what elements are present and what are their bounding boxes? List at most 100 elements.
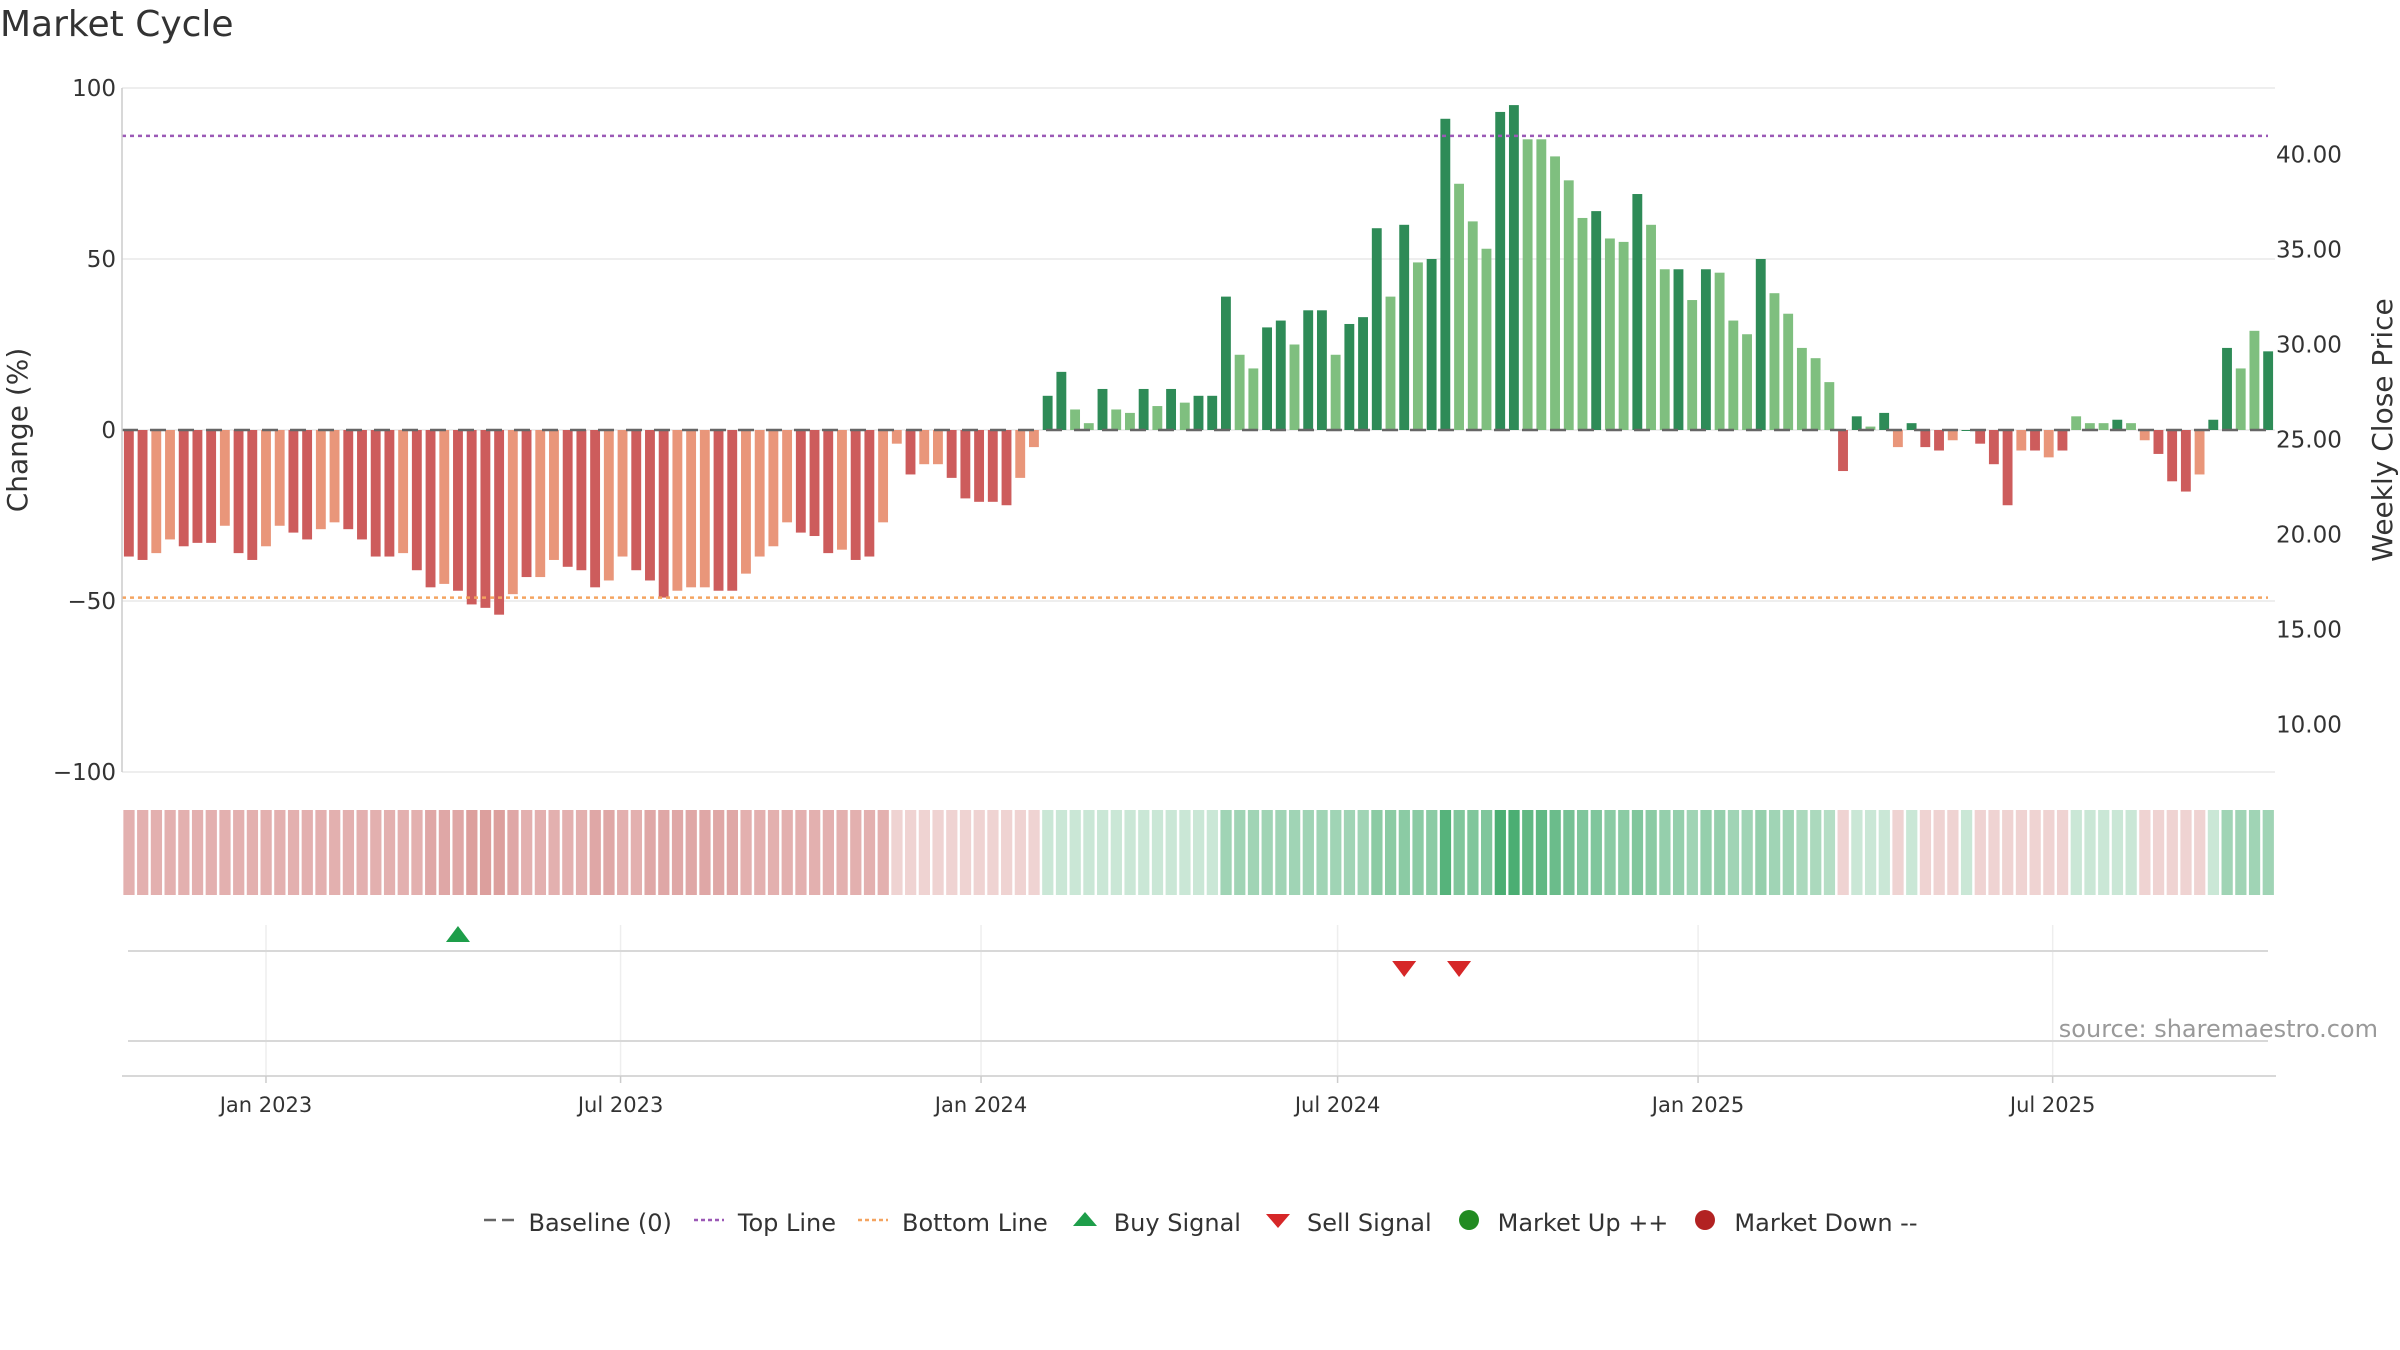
heat-cell (274, 810, 286, 895)
change-bar (590, 430, 601, 588)
heat-cell (1782, 810, 1794, 895)
change-bar (1467, 221, 1478, 430)
heat-cell (1563, 810, 1575, 895)
change-bar (1125, 412, 1135, 430)
change-bar (2098, 423, 2109, 430)
change-bar (631, 430, 642, 571)
heat-cell (1864, 810, 1877, 895)
heat-cell (383, 810, 396, 895)
change-bar (1111, 409, 1122, 430)
heat-cell (1522, 810, 1534, 895)
heat-cell (1316, 810, 1328, 895)
change-bar (2071, 416, 2082, 430)
heat-cell (1097, 810, 1109, 895)
heat-cell (1535, 810, 1548, 895)
legend-item-buy[interactable]: Buy Signal (1068, 1208, 1241, 1238)
heat-cell (2152, 810, 2165, 895)
heat-cell (1823, 810, 1836, 895)
change-bar (2043, 430, 2054, 458)
heat-cell (2098, 810, 2110, 895)
heat-cell (630, 810, 643, 895)
legend-item-baseline[interactable]: Baseline (0) (482, 1208, 672, 1238)
legend-item-sell[interactable]: Sell Signal (1261, 1208, 1432, 1238)
heat-cell (658, 810, 670, 895)
heat-cell (863, 810, 876, 895)
heat-cell (356, 810, 368, 895)
change-bar (686, 430, 697, 588)
change-bar (768, 430, 779, 547)
change-bar (1371, 228, 1382, 430)
change-bar (1577, 217, 1588, 430)
change-bar (850, 430, 861, 560)
heat-cell (1906, 810, 1918, 895)
heat-cell (2166, 810, 2178, 895)
change-bar (219, 430, 230, 526)
heat-cell (685, 810, 697, 895)
change-bar (864, 430, 875, 557)
change-bar (2139, 430, 2150, 441)
change-bar (123, 430, 134, 557)
change-bar (1536, 139, 1547, 431)
change-bar (2249, 330, 2260, 430)
heat-cell (521, 810, 533, 895)
legend-item-bottom[interactable]: Bottom Line (856, 1208, 1048, 1238)
heat-strip (123, 810, 2274, 895)
heat-cell (1357, 810, 1369, 895)
heat-cell (507, 810, 519, 895)
change-bar (549, 430, 559, 560)
change-bar (1934, 430, 1944, 451)
heat-cell (699, 810, 711, 895)
legend-label: Sell Signal (1306, 1209, 1432, 1237)
y-tick-label: −100 (53, 760, 116, 786)
legend-label: Buy Signal (1113, 1209, 1241, 1237)
legend-label: Market Up ++ (1497, 1209, 1669, 1237)
heat-cell (809, 810, 821, 895)
heat-cell (1343, 810, 1356, 895)
change-bar (398, 430, 409, 554)
heat-cell (1467, 810, 1479, 895)
change-bar (2016, 430, 2027, 451)
change-bar (1591, 211, 1602, 430)
change-bar (1289, 344, 1300, 430)
legend-item-up[interactable]: Market Up ++ (1452, 1208, 1669, 1238)
change-bar (1495, 111, 1506, 430)
change-bar (1344, 323, 1355, 430)
change-bar (727, 430, 738, 591)
change-bar (919, 430, 930, 465)
change-bar (1796, 347, 1807, 430)
heat-cell (1289, 810, 1301, 895)
heat-cell (850, 810, 862, 895)
change-bar (1975, 430, 1986, 444)
change-bar (370, 430, 381, 557)
change-bar (1358, 317, 1368, 430)
change-bar (288, 430, 299, 533)
legend-item-top[interactable]: Top Line (692, 1208, 836, 1238)
heat-cell (2194, 810, 2206, 895)
heat-cell (150, 810, 163, 895)
heat-cell (1275, 810, 1287, 895)
change-bar (1865, 426, 1876, 430)
heat-cell (1810, 810, 1822, 895)
heat-cell (575, 810, 588, 895)
change-bar (384, 430, 395, 557)
change-bar (1838, 430, 1848, 472)
heat-cell (2248, 810, 2261, 895)
change-bar (645, 430, 655, 581)
change-bar (1947, 430, 1958, 441)
heat-cell (671, 810, 684, 895)
change-bar (2194, 430, 2205, 475)
heat-cell (1549, 810, 1561, 895)
change-bar (453, 430, 463, 591)
heat-cell (740, 810, 752, 895)
heat-cell (123, 810, 135, 895)
change-bar (233, 430, 244, 554)
change-bar (357, 430, 367, 540)
change-bar (741, 430, 751, 574)
change-bar (1742, 334, 1752, 430)
heat-cell (1988, 810, 2000, 895)
change-bar (1673, 269, 1684, 430)
legend-top-icon (692, 1208, 726, 1238)
change-bar (137, 430, 148, 560)
change-bar (1330, 354, 1341, 430)
legend-item-down[interactable]: Market Down -- (1688, 1208, 1918, 1238)
